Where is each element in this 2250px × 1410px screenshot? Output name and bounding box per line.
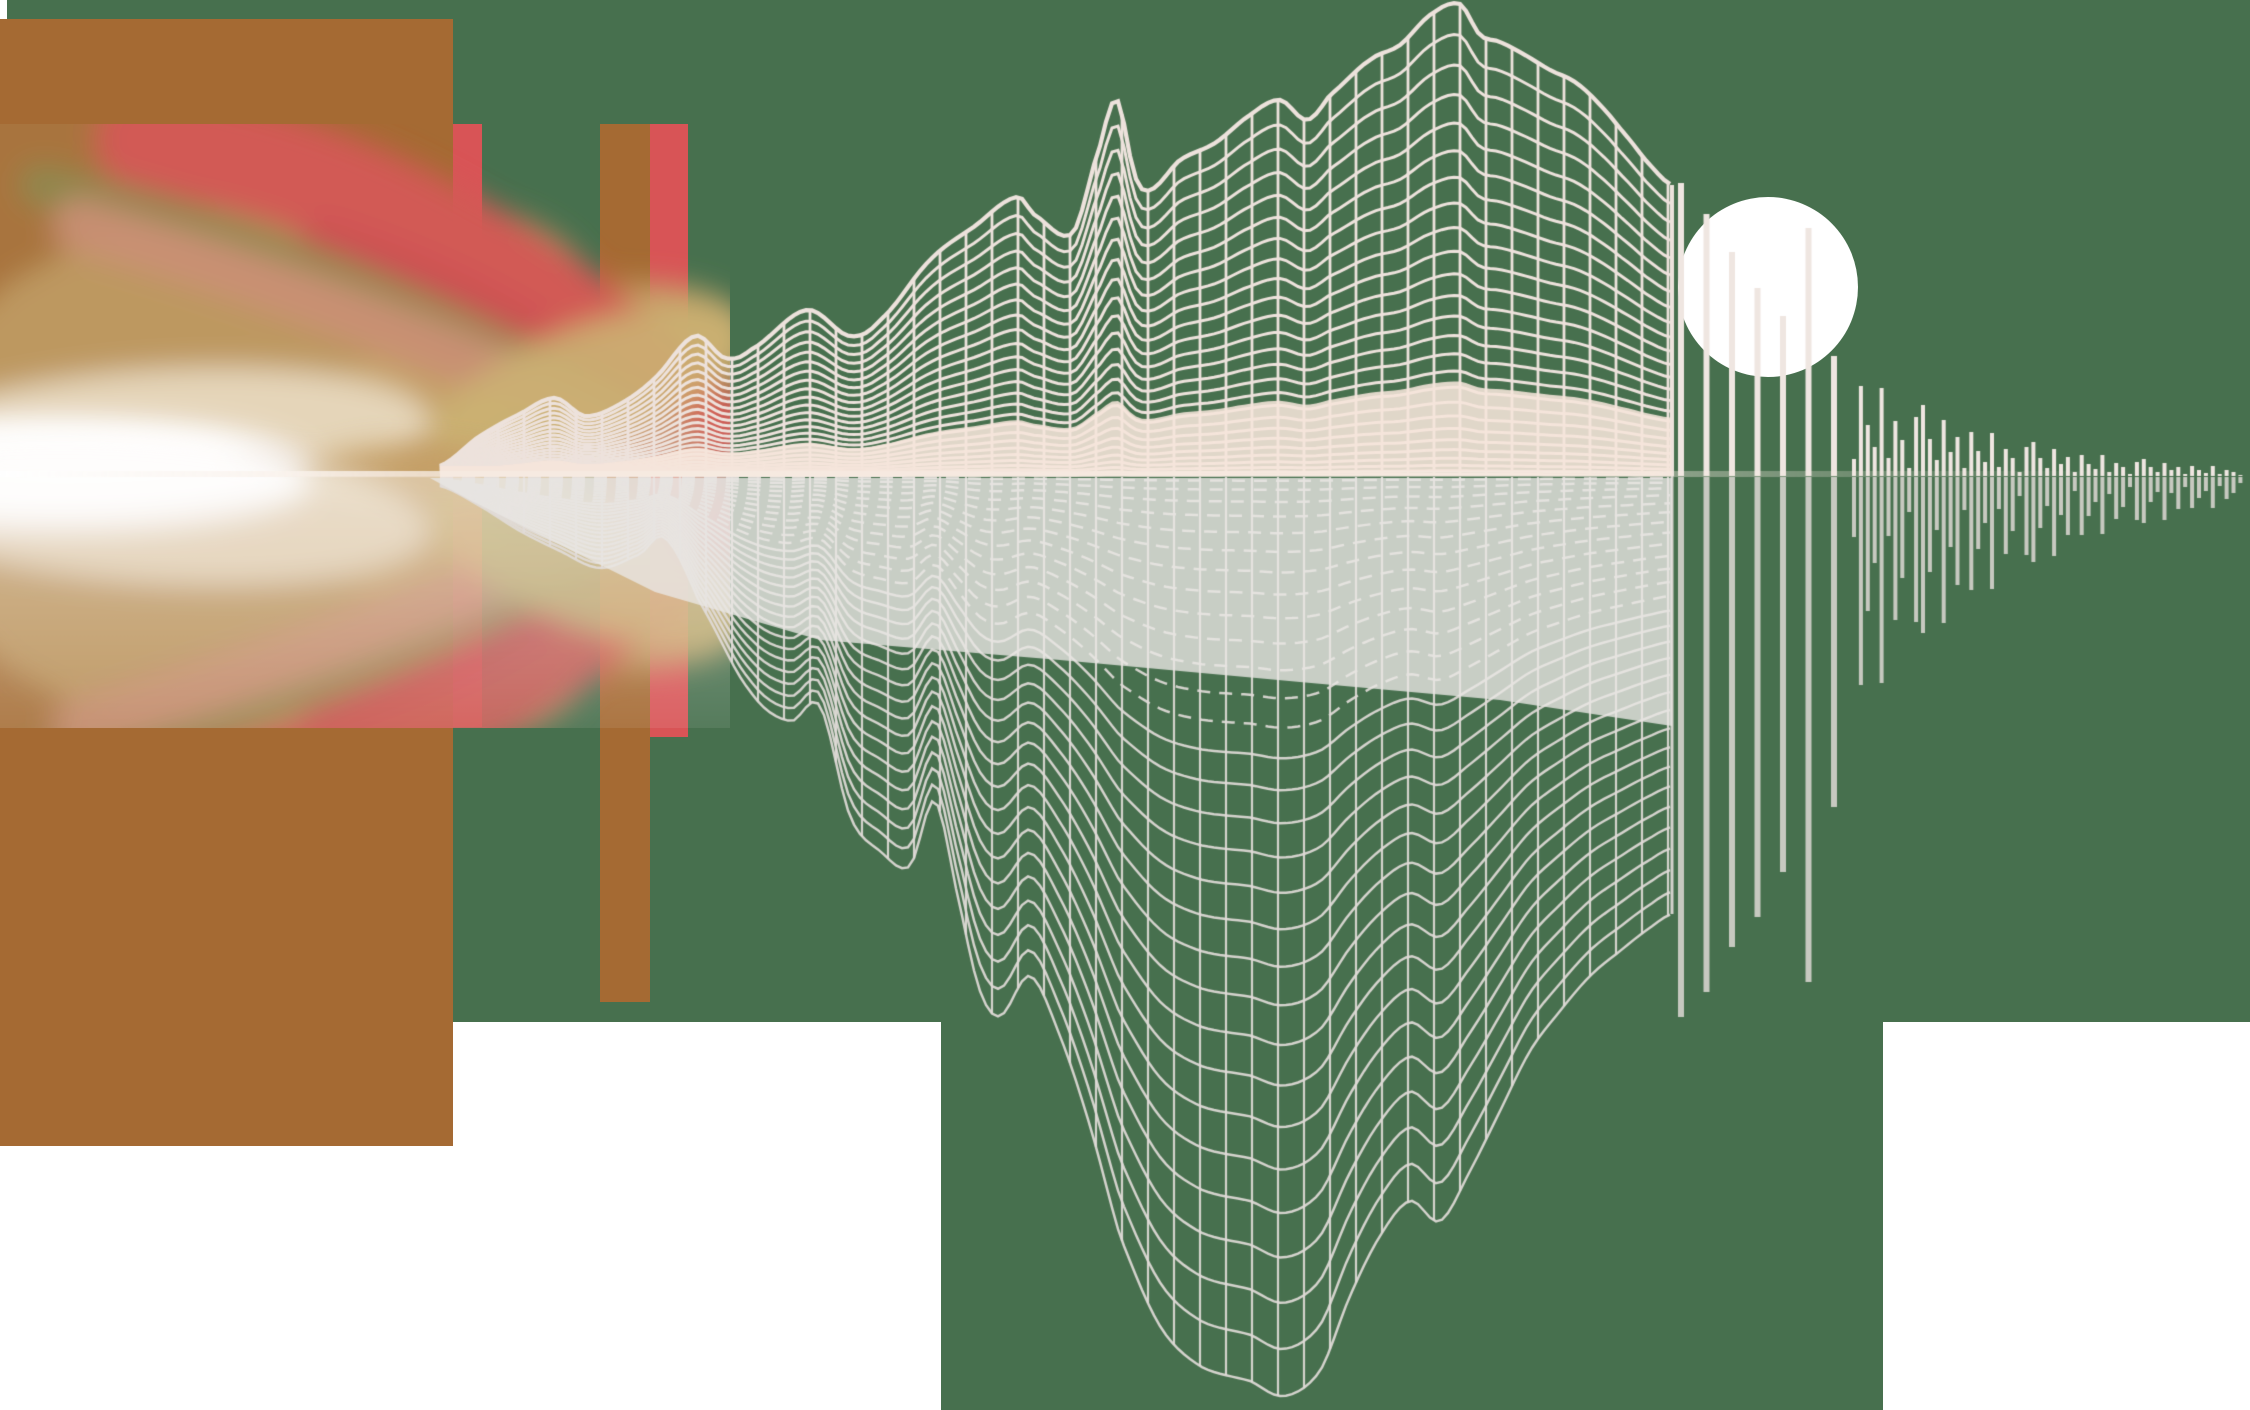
abstract-art-composition xyxy=(0,0,2250,1410)
terrain-mesh-waveform-canvas xyxy=(0,0,2250,1410)
